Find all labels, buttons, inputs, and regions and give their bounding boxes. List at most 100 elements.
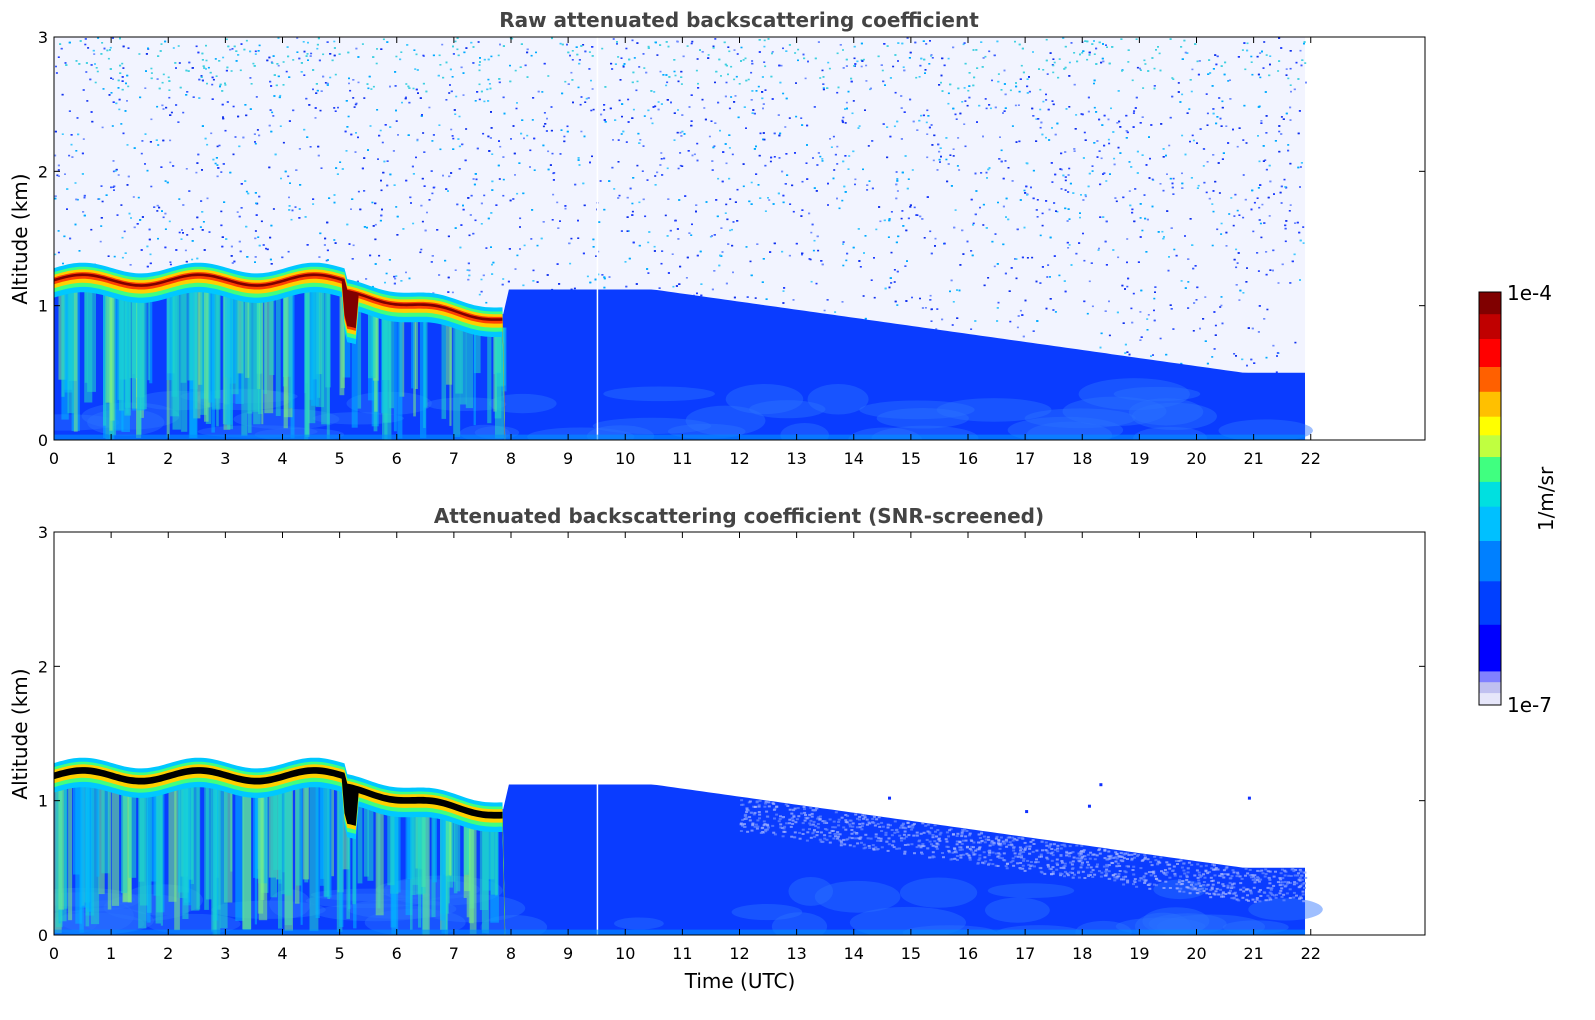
x-tick-label: 3	[220, 944, 230, 963]
colorbar-step	[1479, 670, 1501, 683]
x-tick-label: 7	[449, 449, 459, 468]
colorbar-unit-label: 1/m/sr	[1534, 466, 1558, 531]
stratocumulus-cloud	[54, 757, 506, 935]
x-tick-label: 11	[672, 449, 692, 468]
x-tick-label: 0	[49, 449, 59, 468]
colorbar-step	[1479, 540, 1501, 582]
surface-layer	[54, 434, 1306, 440]
colorbar-step	[1479, 338, 1501, 367]
outlier-pixel	[1087, 804, 1091, 808]
data-gap	[596, 532, 599, 935]
panel-raw-y-ticks: 0 1 2 3	[38, 28, 1425, 450]
x-tick-label: 14	[844, 449, 864, 468]
y-tick-label: 0	[38, 431, 48, 450]
panel-screened-ylabel: Altitude (km)	[8, 668, 32, 799]
panel-screened-y-ticks: 0 1 2 3	[38, 523, 1425, 945]
y-tick-label: 1	[38, 792, 48, 811]
x-tick-label: 20	[1186, 944, 1206, 963]
x-tick-label: 20	[1186, 449, 1206, 468]
colorbar-step	[1479, 481, 1501, 507]
x-tick-label: 21	[1243, 944, 1263, 963]
x-tick-label: 11	[672, 944, 692, 963]
x-tick-label: 12	[729, 944, 749, 963]
data-gap	[596, 37, 599, 440]
x-tick-label: 5	[335, 449, 345, 468]
colorbar-step	[1479, 416, 1501, 436]
x-tick-label: 8	[506, 449, 516, 468]
colorbar-step	[1479, 506, 1501, 541]
x-tick-label: 19	[1129, 449, 1149, 468]
panel-raw-x-ticks: 0 1 2 3 4 5 6 7 8 9 10 11 12 13 14 15 16 17 18 19 20 21 22	[49, 37, 1321, 468]
x-tick-label: 18	[1072, 449, 1092, 468]
x-tick-label: 8	[506, 944, 516, 963]
colorbar-step	[1479, 580, 1501, 625]
x-tick-label: 19	[1129, 944, 1149, 963]
x-tick-label: 17	[1015, 449, 1035, 468]
panel-screened-xlabel: Time (UTC)	[684, 969, 796, 993]
panel-raw-ylabel: Altitude (km)	[8, 173, 32, 304]
colorbar-min-label: 1e-7	[1507, 693, 1552, 717]
colorbar-step	[1479, 456, 1501, 482]
x-tick-label: 15	[901, 944, 921, 963]
colorbar-steps	[1478, 291, 1502, 706]
x-tick-label: 22	[1301, 944, 1321, 963]
outlier-pixel	[1099, 783, 1103, 787]
x-tick-label: 13	[786, 449, 806, 468]
x-tick-label: 17	[1015, 944, 1035, 963]
colorbar-outline	[1478, 291, 1502, 706]
outlier-pixel	[1025, 810, 1029, 814]
x-tick-label: 0	[49, 944, 59, 963]
surface-layer	[54, 929, 1306, 935]
colorbar-step	[1479, 313, 1501, 339]
colorbar-step	[1479, 692, 1501, 706]
x-tick-label: 6	[392, 944, 402, 963]
x-tick-label: 5	[335, 944, 345, 963]
colorbar: 1e-4 1e-7 1/m/sr	[1478, 281, 1558, 717]
x-tick-label: 15	[901, 449, 921, 468]
x-tick-label: 1	[106, 449, 116, 468]
outlier-pixel	[888, 796, 892, 800]
y-tick-label: 2	[38, 162, 48, 181]
cloud-band-2	[54, 269, 506, 440]
x-tick-label: 9	[563, 449, 573, 468]
panel-raw-title: Raw attenuated backscattering coefficien…	[499, 8, 979, 32]
x-tick-label: 10	[615, 944, 635, 963]
panel-screened-x-ticks: 0 1 2 3 4 5 6 7 8 9 10 11 12 13 14 15 16 17 18 19 20 21 22	[49, 532, 1321, 963]
x-tick-label: 16	[958, 944, 978, 963]
x-tick-label: 3	[220, 449, 230, 468]
colorbar-step	[1479, 624, 1501, 672]
x-tick-label: 10	[615, 449, 635, 468]
cloud-band-2	[54, 764, 506, 935]
panel-screened-title: Attenuated backscattering coefficient (S…	[434, 504, 1044, 528]
y-tick-label: 1	[38, 297, 48, 316]
panel-raw-heatmap	[54, 37, 1313, 440]
panel-screened-heatmap	[54, 532, 1323, 935]
x-tick-label: 2	[163, 944, 173, 963]
x-tick-label: 4	[277, 944, 287, 963]
colorbar-max-label: 1e-4	[1507, 281, 1552, 305]
stratocumulus-cloud	[54, 262, 507, 440]
x-tick-label: 22	[1301, 449, 1321, 468]
y-tick-label: 3	[38, 523, 48, 542]
colorbar-step	[1479, 391, 1501, 417]
x-tick-label: 1	[106, 944, 116, 963]
y-tick-label: 0	[38, 926, 48, 945]
x-tick-label: 13	[786, 944, 806, 963]
x-tick-label: 7	[449, 944, 459, 963]
x-tick-label: 14	[844, 944, 864, 963]
x-tick-label: 4	[277, 449, 287, 468]
x-tick-label: 6	[392, 449, 402, 468]
panel-screened: Attenuated backscattering coefficient (S…	[8, 504, 1426, 993]
y-tick-label: 2	[38, 657, 48, 676]
x-tick-label: 16	[958, 449, 978, 468]
colorbar-step	[1479, 434, 1501, 457]
x-tick-label: 12	[729, 449, 749, 468]
y-tick-label: 3	[38, 28, 48, 47]
outlier-pixel	[1247, 796, 1251, 800]
colorbar-step	[1479, 681, 1501, 694]
colorbar-step	[1479, 366, 1501, 392]
bl-top-speckle	[739, 783, 1308, 903]
x-tick-label: 18	[1072, 944, 1092, 963]
x-tick-label: 21	[1243, 449, 1263, 468]
